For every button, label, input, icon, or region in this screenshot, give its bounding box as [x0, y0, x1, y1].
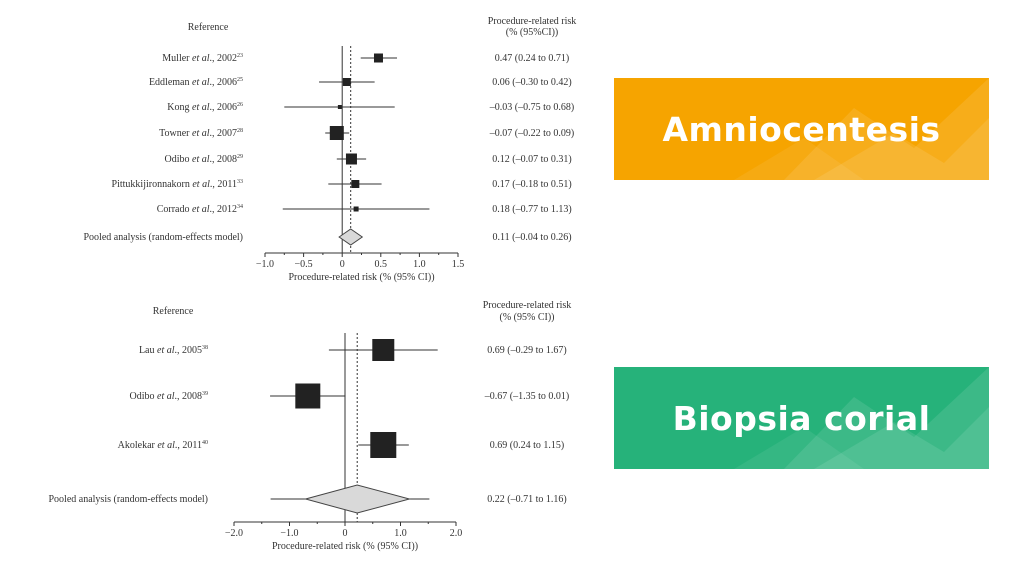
x-tick-label: −1.0	[280, 528, 298, 539]
risk-value: 0.69 (–0.29 to 1.67)	[487, 345, 566, 356]
study-label: Odibo et al., 200829	[165, 154, 244, 165]
risk-value: 0.18 (–0.77 to 1.13)	[492, 204, 571, 215]
study-label: Akolekar et al., 201140	[118, 440, 208, 451]
risk-header-ci: (% (95%CI))	[506, 27, 558, 38]
x-tick-label: −0.5	[295, 259, 313, 270]
study-label: Towner et al., 200728	[159, 128, 243, 139]
banner-decoration	[734, 78, 989, 180]
risk-value: 0.12 (–0.07 to 0.31)	[492, 154, 571, 165]
study-point	[373, 53, 383, 63]
study-point	[353, 206, 359, 212]
risk-value: –0.03 (–0.75 to 0.68)	[489, 102, 574, 113]
x-axis-label: Procedure-related risk (% (95% CI))	[288, 272, 434, 283]
study-point	[345, 153, 357, 165]
study-point	[337, 105, 342, 109]
x-tick-label: −1.0	[256, 259, 274, 270]
study-point	[342, 78, 351, 86]
study-point	[295, 383, 321, 409]
x-tick-label: 1.5	[452, 259, 465, 270]
risk-value: 0.47 (0.24 to 0.71)	[495, 53, 569, 64]
amniocentesis-banner: Amniocentesis	[614, 78, 989, 180]
x-axis-label: Procedure-related risk (% (95% CI))	[272, 541, 418, 552]
risk-value: 0.17 (–0.18 to 0.51)	[492, 179, 571, 190]
pooled-risk-value: 0.22 (–0.71 to 1.16)	[487, 494, 566, 505]
pooled-label: Pooled analysis (random-effects model)	[84, 232, 244, 243]
x-tick-label: −2.0	[225, 528, 243, 539]
x-tick-label: 1.0	[394, 528, 407, 539]
x-tick-label: 0	[343, 528, 348, 539]
risk-value: 0.69 (0.24 to 1.15)	[490, 440, 564, 451]
study-label: Lau et al., 200538	[139, 345, 208, 356]
pooled-diamond	[338, 228, 364, 246]
banner-title: Biopsia corial	[672, 398, 931, 438]
reference-header: Reference	[153, 306, 194, 317]
study-label: Odibo et al., 200839	[130, 391, 209, 402]
pooled-diamond	[303, 484, 412, 514]
reference-header: Reference	[188, 22, 229, 33]
x-tick-label: 0	[340, 259, 345, 270]
x-tick-label: 2.0	[450, 528, 463, 539]
study-point	[370, 432, 397, 458]
risk-header: Procedure-related risk	[488, 16, 577, 27]
risk-header-ci: (% (95% CI))	[500, 312, 555, 323]
study-label: Muller et al., 200223	[162, 53, 243, 64]
study-point	[329, 126, 344, 140]
pooled-risk-value: 0.11 (–0.04 to 0.26)	[492, 232, 571, 243]
study-label: Corrado et al., 201234	[157, 204, 243, 215]
x-tick-label: 0.5	[375, 259, 388, 270]
risk-value: –0.67 (–1.35 to 0.01)	[484, 391, 569, 402]
study-label: Eddleman et al., 200625	[149, 77, 243, 88]
risk-value: –0.07 (–0.22 to 0.09)	[489, 128, 574, 139]
banner-title: Amniocentesis	[662, 109, 941, 149]
study-label: Pittukkijironnakorn et al., 201133	[112, 179, 243, 190]
study-point	[372, 339, 395, 361]
biopsia-corial-banner: Biopsia corial	[614, 367, 989, 469]
study-point	[351, 180, 360, 188]
x-tick-label: 1.0	[413, 259, 426, 270]
pooled-label: Pooled analysis (random-effects model)	[49, 494, 209, 505]
study-label: Kong et al., 200626	[167, 102, 243, 113]
risk-value: 0.06 (–0.30 to 0.42)	[492, 77, 571, 88]
risk-header: Procedure-related risk	[483, 300, 572, 311]
banner-decoration	[734, 367, 989, 469]
